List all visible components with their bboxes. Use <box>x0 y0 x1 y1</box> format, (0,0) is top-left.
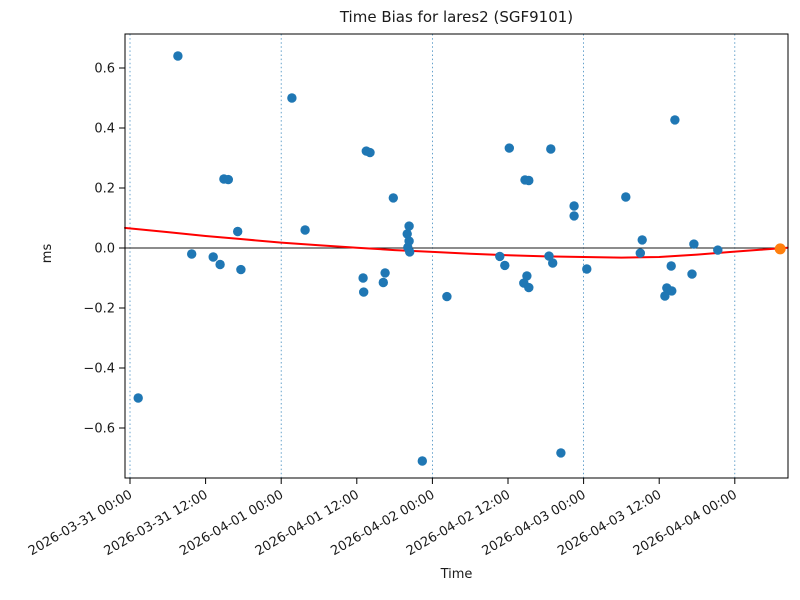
prediction-point <box>774 243 786 255</box>
data-point <box>687 269 697 279</box>
data-point <box>380 268 390 278</box>
data-point <box>546 144 556 154</box>
y-tick-label: 0.0 <box>94 242 115 257</box>
data-point <box>208 252 218 262</box>
data-point <box>287 93 297 103</box>
data-point <box>173 51 183 61</box>
data-point <box>405 247 415 257</box>
data-point <box>378 277 388 288</box>
data-point <box>133 393 143 403</box>
data-point <box>500 260 510 271</box>
data-point <box>236 264 246 275</box>
x-axis-label: Time <box>440 567 473 582</box>
data-point <box>359 287 369 297</box>
data-point <box>233 226 243 237</box>
data-point <box>660 291 670 301</box>
data-point <box>388 193 398 203</box>
data-point <box>637 235 647 245</box>
data-point <box>358 273 368 283</box>
data-point <box>635 248 645 258</box>
data-point <box>504 143 514 153</box>
data-point <box>442 291 452 302</box>
data-point <box>621 192 631 202</box>
data-point <box>544 251 554 261</box>
data-point <box>524 282 534 293</box>
data-point <box>404 236 414 246</box>
data-point <box>524 175 534 186</box>
fit-line <box>124 226 789 259</box>
y-axis-label: ms <box>40 243 56 264</box>
data-point <box>548 258 558 268</box>
data-point <box>300 225 310 235</box>
data-point <box>569 211 579 221</box>
data-point <box>187 249 197 259</box>
data-point <box>556 448 566 458</box>
y-tick-label: 0.4 <box>94 122 115 137</box>
data-point <box>522 271 532 281</box>
data-point <box>215 259 225 270</box>
data-point <box>667 286 677 296</box>
data-point <box>582 264 592 274</box>
y-tick-label: −0.4 <box>83 362 115 377</box>
plot-frame <box>124 33 789 479</box>
data-point <box>404 221 414 231</box>
data-point <box>666 261 676 271</box>
data-point <box>402 229 412 239</box>
data-point <box>713 245 723 255</box>
y-tick-label: 0.6 <box>94 62 115 77</box>
data-point <box>365 147 375 158</box>
data-point <box>495 251 505 262</box>
y-tick-label: −0.2 <box>83 302 115 317</box>
chart-title: Time Bias for lares2 (SGF9101) <box>339 8 574 26</box>
data-point <box>569 201 579 211</box>
data-point <box>417 456 427 466</box>
data-point <box>689 239 699 249</box>
data-point <box>223 174 233 185</box>
y-tick-label: −0.6 <box>83 422 115 437</box>
data-point <box>670 115 680 125</box>
y-tick-label: 0.2 <box>94 182 115 197</box>
